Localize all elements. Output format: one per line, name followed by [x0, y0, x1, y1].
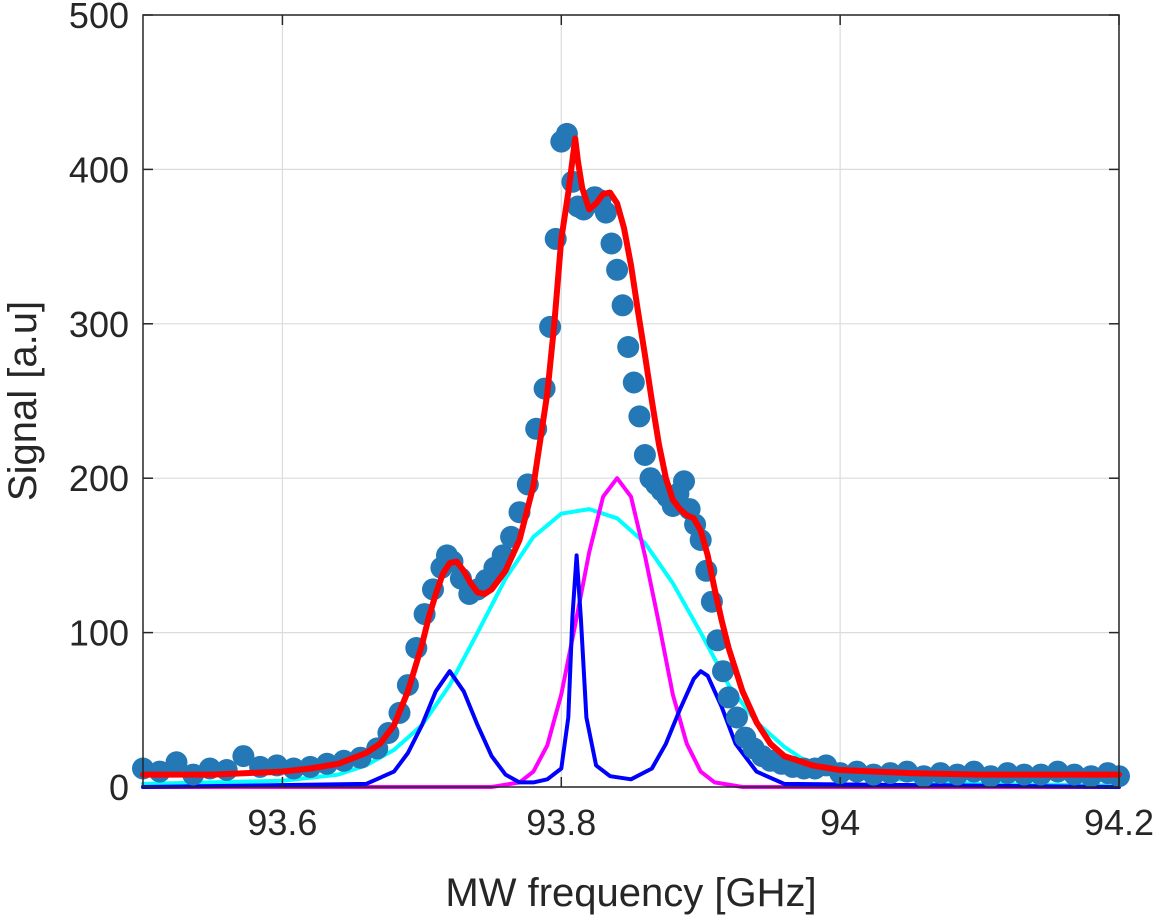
component-curve-triplet	[141, 553, 1121, 789]
data-point	[539, 315, 562, 338]
y-tick-label: 100	[69, 613, 129, 654]
x-tick-label: 93.8	[526, 802, 596, 843]
fit-total-curve	[140, 135, 1122, 778]
data-point	[712, 660, 734, 683]
y-tick-labels: 0 100 200 300 400 500	[69, 0, 129, 808]
y-tick-label: 200	[69, 458, 129, 499]
data-point	[232, 745, 255, 768]
data-point	[611, 294, 634, 317]
data-point	[606, 258, 629, 281]
x-tick-label: 94	[820, 802, 860, 843]
data-point	[165, 751, 188, 774]
y-tick-label: 400	[69, 149, 129, 190]
data-point	[617, 336, 640, 358]
data-point	[673, 470, 695, 493]
data-point	[717, 686, 740, 709]
plot-frame	[142, 14, 1120, 788]
y-tick-label: 500	[69, 0, 129, 36]
data-point	[622, 371, 645, 394]
fit-line	[140, 135, 1122, 778]
data-point	[594, 201, 617, 224]
component-curve-center	[141, 476, 1121, 789]
data-point	[600, 232, 623, 255]
data-point	[633, 444, 656, 466]
y-tick-label: 0	[109, 767, 129, 808]
x-tick-labels: 93.6 93.8 94 94.2	[247, 802, 1154, 843]
y-tick-label: 300	[69, 304, 129, 345]
y-axis-label: Signal [a.u]	[1, 301, 45, 501]
data-point	[726, 706, 748, 729]
x-axis-label: MW frequency [GHz]	[445, 871, 816, 915]
plot-area	[143, 15, 1119, 787]
x-tick-label: 94.2	[1084, 802, 1154, 843]
axis-ticks	[143, 14, 1120, 788]
x-tick-label: 93.6	[247, 802, 317, 843]
data-point	[628, 405, 651, 428]
